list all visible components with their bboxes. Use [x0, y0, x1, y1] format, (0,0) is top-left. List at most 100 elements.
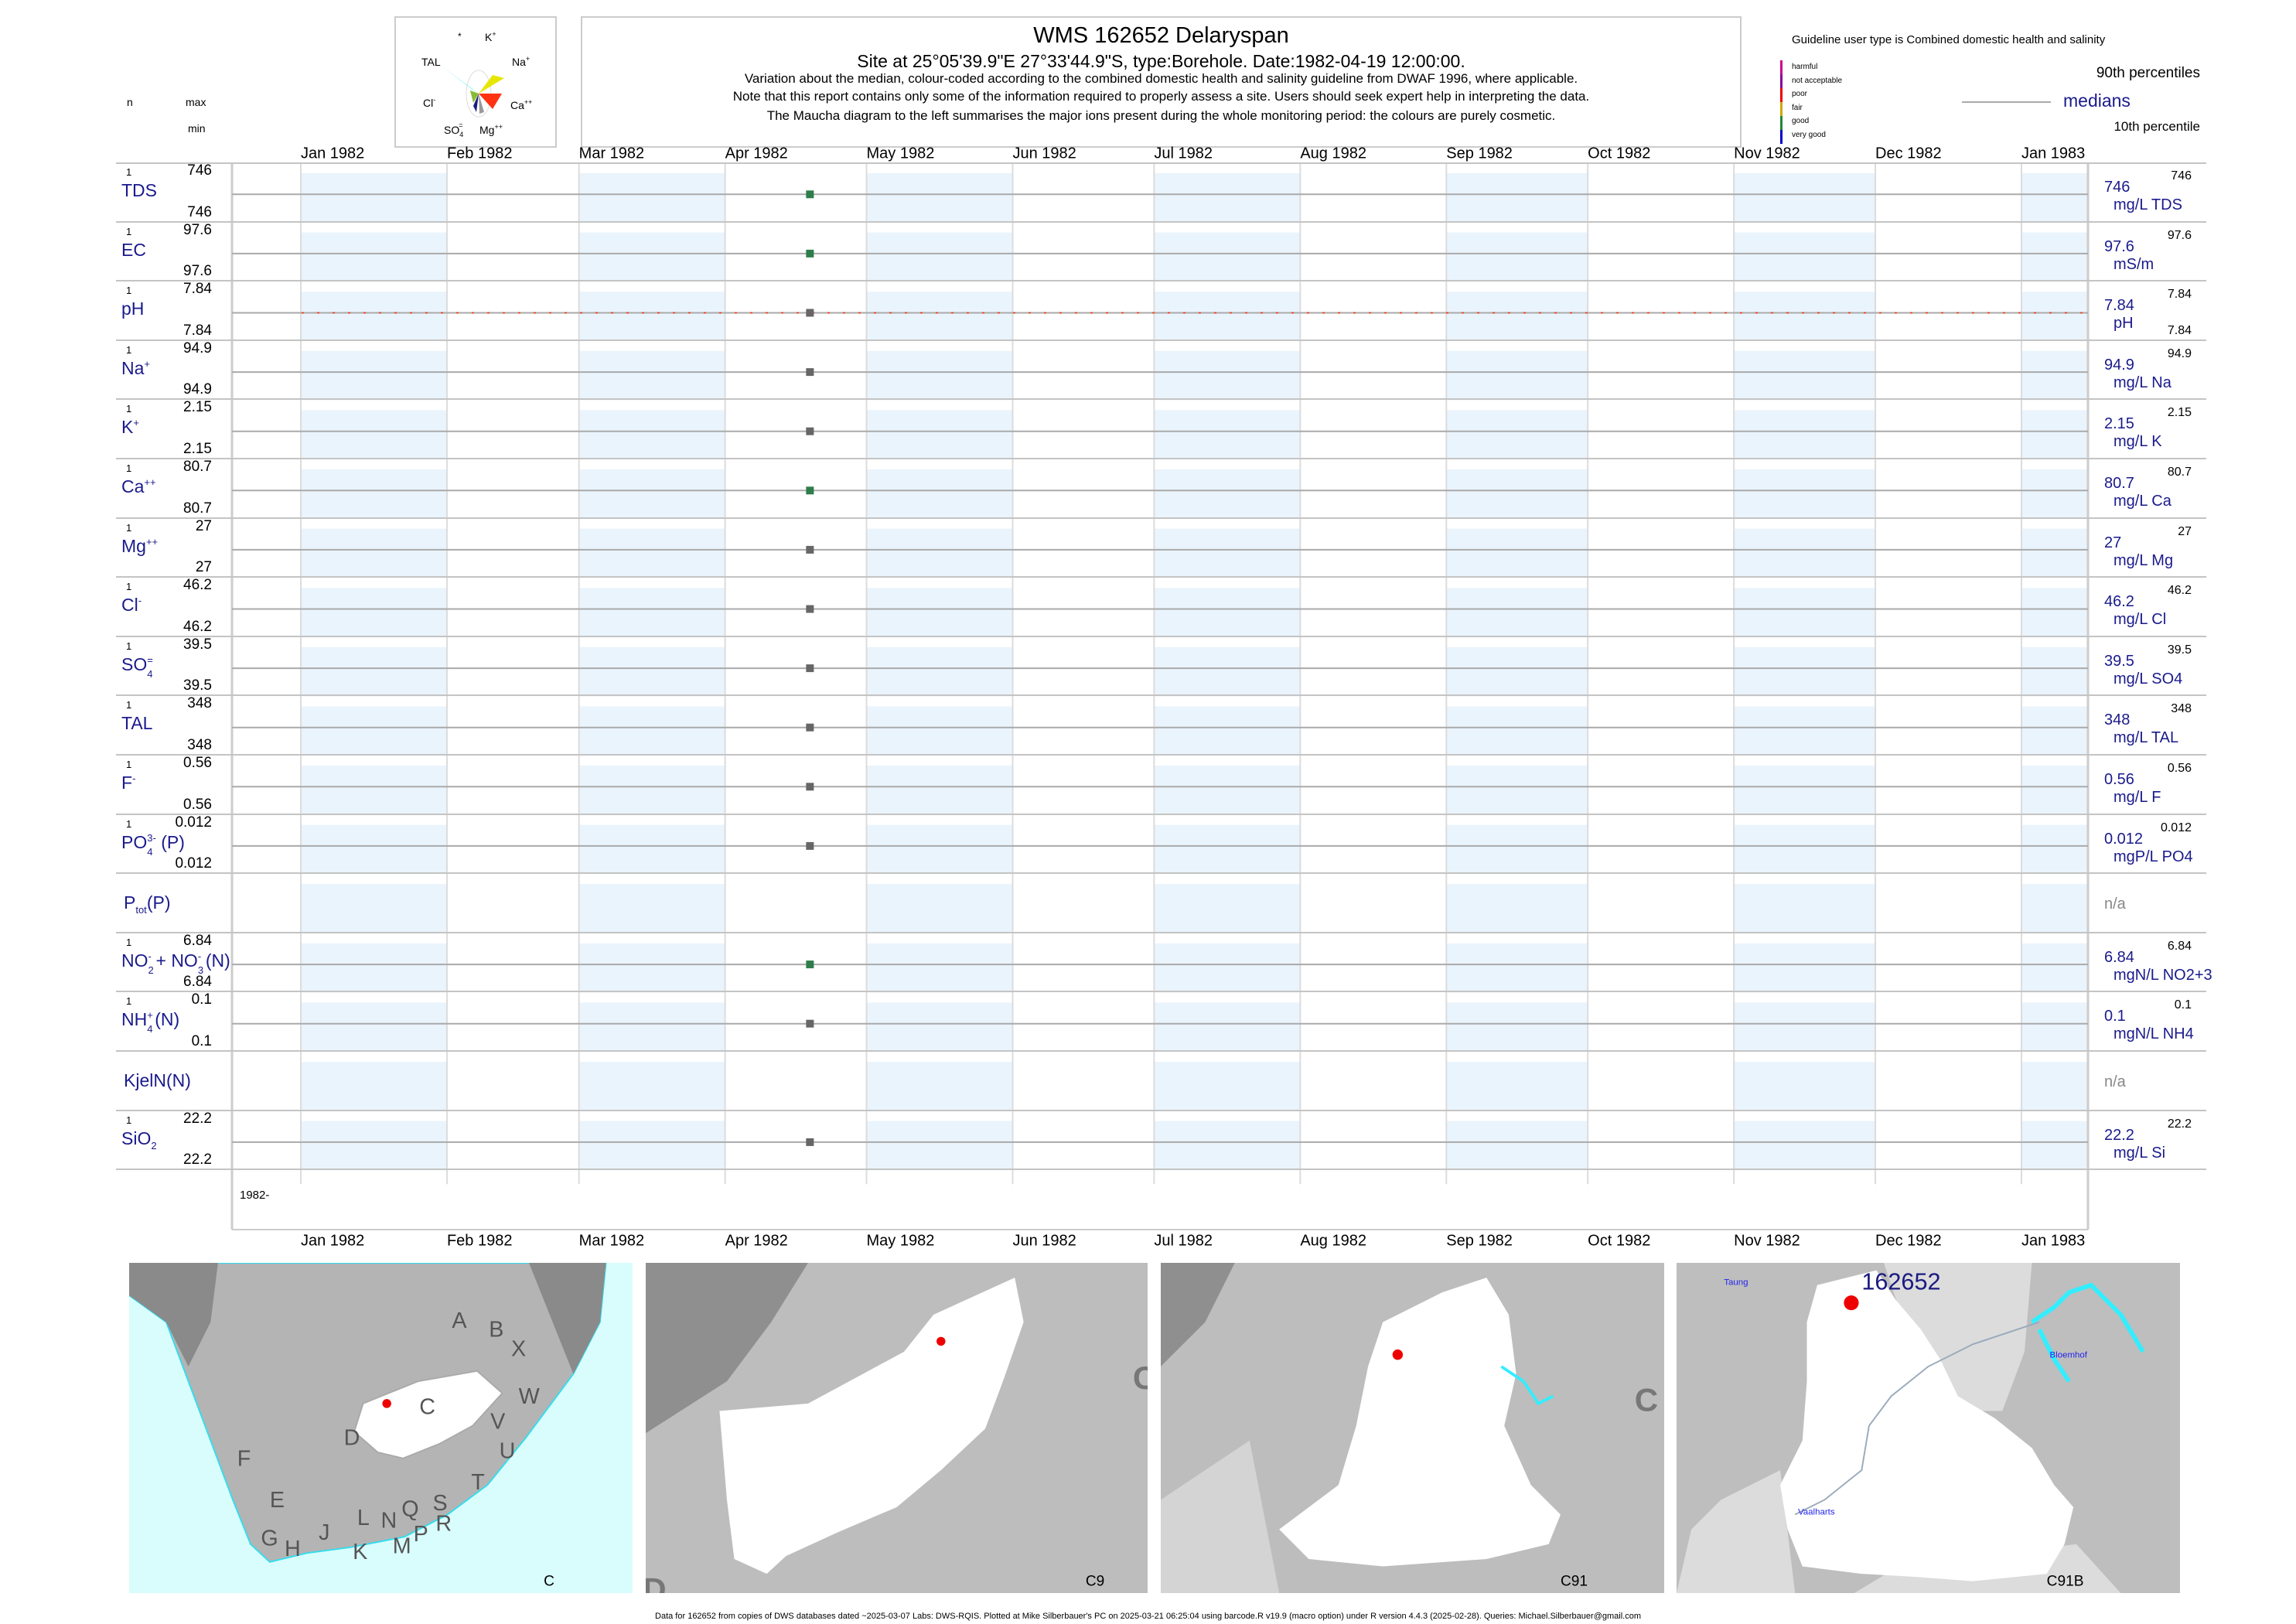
map-c91: C C91: [1161, 1263, 1664, 1593]
top-month-label: Jan 1983: [2021, 145, 2086, 162]
percentile-90-value: 27: [2178, 524, 2192, 538]
bottom-month-label: Dec 1982: [1875, 1232, 1942, 1250]
month-band: [301, 292, 447, 341]
guideline-color-bar: [1780, 60, 1783, 144]
label-sup: 3-: [147, 831, 156, 844]
guideline-class-label: poor: [1792, 90, 1808, 98]
guideline-title: Guideline user type is Combined domestic…: [1792, 33, 2106, 46]
max-value: 0.012: [175, 814, 212, 831]
month-band: [1734, 824, 1876, 875]
month-band: [578, 1121, 725, 1171]
col-header-min: min: [188, 122, 206, 135]
month-band: [1154, 232, 1301, 282]
max-value: 0.56: [183, 755, 212, 771]
label-text: Cl: [121, 595, 138, 616]
edge-letter: C: [1635, 1381, 1658, 1418]
month-band: [578, 824, 725, 875]
percentile-90-value: 22.2: [2167, 1117, 2192, 1131]
month-band: [1154, 1002, 1301, 1052]
month-band: [578, 706, 725, 756]
edge-letter: C: [1133, 1360, 1148, 1396]
max-value: 746: [187, 162, 212, 179]
map-c9: C D C9: [646, 1263, 1148, 1593]
parameter-label: SO = 4: [121, 653, 155, 680]
max-value: 2.15: [183, 399, 212, 416]
bottom-month-label: Aug 1982: [1300, 1232, 1366, 1250]
min-value: 0.1: [191, 1032, 212, 1049]
month-band: [866, 884, 1013, 933]
bottom-month-label: Jan 1982: [301, 1232, 365, 1250]
month-band: [866, 528, 1013, 578]
parameter-label: TAL: [121, 713, 152, 734]
bottom-month-label: Oct 1982: [1588, 1232, 1651, 1250]
maucha-star: *: [458, 31, 462, 42]
region-letter: Q: [401, 1496, 418, 1521]
data-point-K: [806, 427, 814, 435]
month-band: [1734, 884, 1876, 933]
top-month-label: Mar 1982: [578, 145, 645, 162]
month-band: [1446, 292, 1588, 341]
median-value: 0.012: [2104, 830, 2144, 848]
guideline-class-label: very good: [1792, 130, 1826, 139]
month-band: [1446, 469, 1588, 519]
label-text: F: [121, 773, 133, 793]
month-band: [866, 1062, 1013, 1111]
label-sub: 2: [151, 1139, 157, 1151]
unit-label: mg/L Ca: [2113, 493, 2171, 510]
region-letter: F: [237, 1446, 251, 1471]
parameter-label: SiO2: [121, 1128, 157, 1151]
month-band: [1446, 647, 1588, 697]
maucha-tal: [441, 66, 479, 94]
top-month-label: May 1982: [866, 145, 935, 162]
maucha-label-na: Na+: [512, 55, 530, 68]
label-supsub: -3: [198, 950, 206, 976]
sample-count: 1: [126, 640, 132, 652]
min-value: 0.56: [183, 796, 212, 813]
median-value: 7.84: [2104, 297, 2134, 315]
label-sup: =: [147, 653, 153, 666]
month-band: [1446, 1002, 1588, 1052]
unit-label: mgP/L PO4: [2113, 848, 2193, 865]
not-available: n/a: [2104, 896, 2126, 913]
month-band: [2021, 1002, 2088, 1052]
min-value: 2.15: [183, 440, 212, 457]
median-value: 746: [2104, 179, 2131, 196]
month-band: [2021, 1121, 2088, 1171]
month-band: [1154, 766, 1301, 815]
row-TAL: TAL 1 348 348 348 mg/L TAL 348: [116, 695, 2206, 756]
month-band: [301, 1121, 447, 1171]
month-band: [301, 706, 447, 756]
min-value: 22.2: [183, 1151, 212, 1169]
legend-90th-percentiles: 90th percentiles: [2096, 65, 2200, 81]
region-letter: C: [419, 1394, 435, 1419]
month-band: [2021, 588, 2088, 637]
label-text: NO: [121, 950, 148, 971]
parameter-label: Mg++: [121, 536, 158, 557]
guideline-class-label: good: [1792, 117, 1810, 125]
month-band: [1734, 173, 1876, 223]
month-band: [301, 350, 447, 401]
region-letter: A: [452, 1308, 467, 1333]
median-value: 6.84: [2104, 948, 2134, 966]
region-letter: T: [471, 1470, 485, 1495]
top-month-label: Sep 1982: [1446, 145, 1513, 162]
year-label: 1982-: [240, 1189, 270, 1202]
month-band: [301, 943, 447, 993]
min-value: 7.84: [183, 322, 212, 339]
month-band: [578, 943, 725, 993]
month-band: [1446, 766, 1588, 815]
month-band: [2021, 884, 2088, 933]
sample-count: 1: [126, 343, 132, 356]
month-band: [866, 824, 1013, 875]
percentile-90-value: 39.5: [2167, 643, 2192, 657]
month-band: [2021, 528, 2088, 578]
month-band: [2021, 350, 2088, 401]
month-band: [1446, 1121, 1588, 1171]
legend-medians: medians: [2063, 90, 2131, 111]
sample-count: 1: [126, 995, 132, 1008]
month-band: [2021, 824, 2088, 875]
label-text: (N): [155, 1009, 180, 1030]
max-value: 348: [187, 695, 212, 712]
month-band: [1734, 647, 1876, 697]
place-vaalharts: Vaalharts: [1798, 1508, 1835, 1517]
